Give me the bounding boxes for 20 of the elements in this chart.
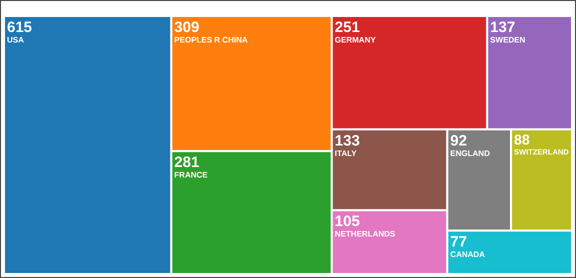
category-label: NETHERLANDS <box>334 230 396 239</box>
category-label: ENGLAND <box>450 148 490 158</box>
category-label: ITALY <box>334 148 358 158</box>
data-label: 77 <box>450 234 467 251</box>
data-label: 309 <box>174 19 200 36</box>
category-label: SWITZERLAND <box>514 147 570 156</box>
category-label: SWEDEN <box>490 35 526 44</box>
data-label: 133 <box>334 132 360 150</box>
data-label: 615 <box>7 19 32 36</box>
data-label: 281 <box>174 154 200 172</box>
category-label: CANADA <box>450 250 486 260</box>
data-label: 251 <box>334 19 360 36</box>
category-label: FRANCE <box>174 170 208 180</box>
data-label: 105 <box>334 213 360 230</box>
category-label: PEOPLES R CHINA <box>174 35 248 44</box>
data-label: 137 <box>490 19 516 36</box>
data-label: 88 <box>514 132 530 148</box>
category-label: USA <box>7 35 24 44</box>
category-label: GERMANY <box>334 35 376 44</box>
data-label: 92 <box>450 132 467 150</box>
